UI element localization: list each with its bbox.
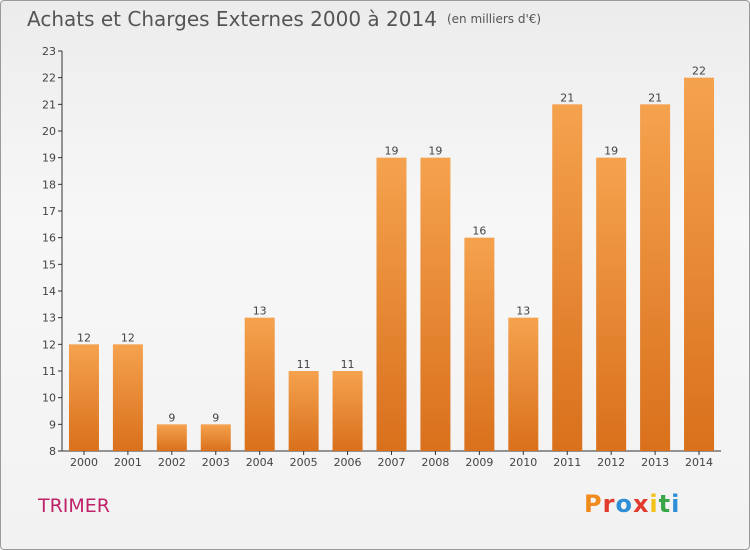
data-label: 19	[428, 145, 442, 158]
x-tick-label: 2007	[378, 456, 406, 469]
logo-letter: t	[658, 490, 672, 518]
y-tick-label: 16	[42, 232, 56, 245]
bar	[200, 424, 231, 451]
data-label: 21	[560, 91, 574, 104]
data-label: 19	[604, 145, 618, 158]
y-tick-label: 17	[42, 205, 56, 218]
data-label: 9	[212, 411, 219, 424]
x-tick-label: 2010	[509, 456, 537, 469]
y-tick-label: 12	[42, 338, 56, 351]
y-tick-label: 22	[42, 72, 56, 85]
logo-letter: r	[602, 490, 616, 518]
logo-letter: x	[632, 490, 650, 518]
data-label: 22	[692, 65, 706, 78]
x-tick-label: 2001	[114, 456, 142, 469]
chart-subtitle: (en milliers d'€)	[446, 12, 542, 26]
y-tick-label: 9	[49, 418, 56, 431]
bar	[156, 424, 187, 451]
bar	[464, 237, 495, 451]
y-tick-label: 13	[42, 312, 56, 325]
x-tick-label: 2003	[202, 456, 230, 469]
data-label: 21	[648, 91, 662, 104]
x-tick-label: 2002	[158, 456, 186, 469]
bar	[684, 77, 715, 452]
x-tick-label: 2005	[290, 456, 318, 469]
x-tick-label: 2009	[465, 456, 493, 469]
data-label: 12	[121, 331, 135, 344]
bar	[508, 317, 539, 451]
chart-title-row: Achats et Charges Externes 2000 à 2014 (e…	[27, 7, 541, 31]
logo-letter: i	[671, 490, 681, 518]
bar	[332, 371, 363, 451]
y-tick-label: 18	[42, 178, 56, 191]
y-tick-label: 23	[42, 45, 56, 58]
commune-name: TRIMER	[38, 495, 111, 517]
y-tick-label: 10	[42, 392, 56, 405]
logo-letter: P	[584, 490, 603, 518]
bar	[244, 317, 275, 451]
y-tick-label: 20	[42, 125, 56, 138]
x-tick-label: 2014	[685, 456, 713, 469]
data-label: 13	[253, 305, 267, 318]
bar	[552, 104, 583, 451]
y-tick-label: 8	[49, 445, 56, 458]
bar	[596, 157, 627, 451]
bar	[640, 104, 671, 451]
x-tick-label: 2013	[641, 456, 669, 469]
y-tick-label: 19	[42, 152, 56, 165]
proxiti-logo[interactable]: Proxiti	[584, 490, 680, 518]
x-tick-label: 2008	[421, 456, 449, 469]
y-tick-label: 21	[42, 98, 56, 111]
data-label: 19	[385, 145, 399, 158]
data-label: 9	[168, 411, 175, 424]
data-label: 11	[341, 358, 355, 371]
bar	[376, 157, 407, 451]
chart-title: Achats et Charges Externes 2000 à 2014	[27, 7, 437, 31]
y-tick-label: 11	[42, 365, 56, 378]
data-label: 12	[77, 331, 91, 344]
x-tick-label: 2000	[70, 456, 98, 469]
x-tick-label: 2004	[246, 456, 274, 469]
bar	[420, 157, 451, 451]
y-tick-label: 14	[42, 285, 56, 298]
bar	[288, 371, 319, 451]
y-tick-label: 15	[42, 258, 56, 271]
logo-letter: i	[649, 490, 659, 518]
bar	[68, 344, 99, 451]
bar	[112, 344, 143, 451]
x-tick-label: 2006	[334, 456, 362, 469]
x-tick-label: 2011	[553, 456, 581, 469]
x-tick-label: 2012	[597, 456, 625, 469]
logo-letter: o	[615, 490, 633, 518]
data-label: 13	[516, 305, 530, 318]
data-label: 16	[472, 225, 486, 238]
data-label: 11	[297, 358, 311, 371]
